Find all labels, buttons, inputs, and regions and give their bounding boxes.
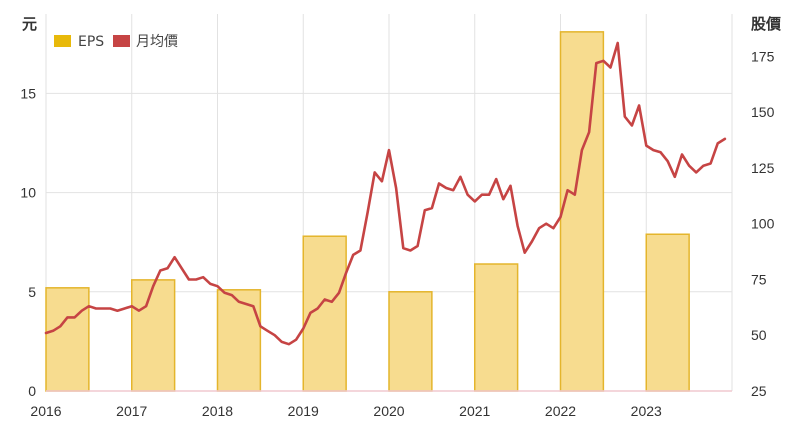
eps-bar [216, 289, 262, 392]
y-left-tick-label: 10 [20, 185, 36, 201]
eps-bars [45, 31, 690, 392]
axis-ticks: 0 5 10 15 25 50 75 100 125 150 175 2016 2017 2018 2019… [20, 48, 774, 419]
price-line [44, 41, 727, 346]
x-tick-label: 2021 [459, 403, 490, 419]
y-left-unit-label: 元 [22, 16, 37, 33]
y-right-tick-label: 125 [751, 160, 775, 176]
y-right-tick-label: 50 [751, 327, 767, 343]
legend: EPS 月均價 [54, 33, 178, 50]
eps-bar [131, 279, 176, 392]
eps-bar [45, 287, 90, 392]
y-right-tick-label: 25 [751, 383, 767, 399]
y-right-tick-label: 75 [751, 271, 767, 287]
price-line-layer [44, 41, 727, 346]
legend-item-price[interactable]: 月均價 [113, 33, 178, 50]
y-right-tick-label: 150 [751, 104, 775, 120]
legend-label-price: 月均價 [136, 33, 178, 50]
y-left-tick-label: 5 [28, 284, 36, 300]
eps-bar [645, 233, 690, 392]
y-right-tick-label: 100 [751, 216, 775, 232]
legend-swatch-price [113, 35, 130, 47]
y-left-tick-label: 0 [28, 383, 36, 399]
eps-bar [388, 291, 433, 392]
x-tick-label: 2018 [202, 403, 233, 419]
x-tick-label: 2022 [545, 403, 576, 419]
x-tick-label: 2020 [373, 403, 404, 419]
legend-item-eps[interactable]: EPS [54, 34, 104, 50]
eps-bar [474, 263, 519, 392]
x-tick-label: 2016 [30, 403, 61, 419]
eps-bar [559, 31, 605, 392]
legend-swatch-eps [54, 35, 71, 47]
x-tick-label: 2023 [631, 403, 662, 419]
x-tick-label: 2019 [288, 403, 319, 419]
y-left-tick-label: 15 [20, 85, 36, 101]
x-tick-label: 2017 [116, 403, 147, 419]
y-right-unit-label: 股價 [751, 15, 782, 33]
legend-label-eps: EPS [78, 34, 104, 50]
y-right-tick-label: 175 [751, 48, 775, 64]
